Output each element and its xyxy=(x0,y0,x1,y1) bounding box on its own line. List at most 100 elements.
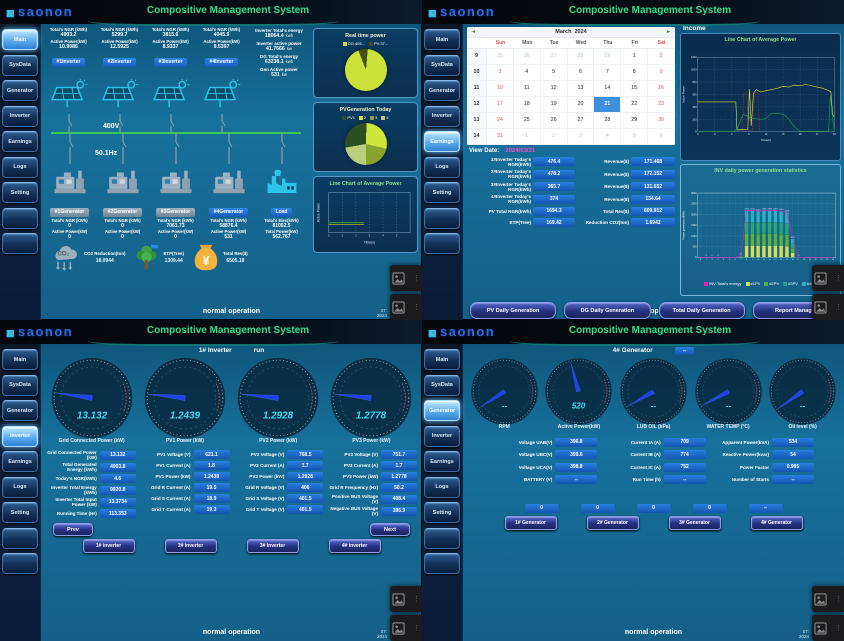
calendar-day[interactable]: 12 xyxy=(467,97,487,113)
more-options-icon[interactable]: ⋮ xyxy=(835,274,842,282)
sidebar-item[interactable] xyxy=(424,527,460,549)
calendar-day[interactable]: 2 xyxy=(540,129,568,145)
calendar-day[interactable]: 24 xyxy=(487,113,514,129)
load-button[interactable]: Load xyxy=(270,207,293,217)
calendar-day[interactable]: 10 xyxy=(487,81,514,97)
sidebar-item[interactable]: Inverter xyxy=(2,105,38,127)
sidebar-item[interactable]: Earnings xyxy=(424,451,460,472)
sidebar-item[interactable]: Logs xyxy=(2,476,38,498)
calendar-day[interactable]: 21 xyxy=(594,97,622,113)
inverter-button[interactable]: #3Inverter xyxy=(153,57,188,67)
thumbnail[interactable]: ⋮ xyxy=(390,586,422,612)
calendar-day[interactable]: 3 xyxy=(567,129,595,145)
sidebar-item[interactable]: SysData xyxy=(424,54,460,76)
sidebar-item[interactable]: Inverter xyxy=(424,425,460,447)
calendar-day[interactable]: 13 xyxy=(467,113,487,129)
calendar-day[interactable]: 29 xyxy=(621,113,649,129)
sidebar-item[interactable]: Main xyxy=(424,29,460,50)
calendar-day[interactable]: 28 xyxy=(567,49,595,65)
sidebar-item[interactable]: Setting xyxy=(424,182,460,203)
calendar-day[interactable]: 26 xyxy=(540,113,568,129)
sidebar-item[interactable]: SysData xyxy=(424,374,460,396)
more-options-icon[interactable]: ⋮ xyxy=(835,303,842,311)
generator-tab-button[interactable]: 3# Generator xyxy=(668,515,721,530)
sidebar-item[interactable]: Setting xyxy=(2,502,38,523)
calendar-day[interactable]: 10 xyxy=(467,65,487,81)
generator-button[interactable]: #2Generator xyxy=(102,207,143,217)
calendar-day[interactable]: 25 xyxy=(513,113,541,129)
more-options-icon[interactable]: ⋮ xyxy=(413,303,420,311)
generator-button[interactable]: #4Generator xyxy=(208,207,249,217)
calendar-day[interactable]: 11 xyxy=(513,81,541,97)
calendar-day[interactable]: 28 xyxy=(594,113,622,129)
calendar-day[interactable]: 5 xyxy=(621,129,649,145)
sidebar-item[interactable]: Logs xyxy=(424,156,460,178)
thumbnail[interactable]: ⋮ xyxy=(812,265,844,291)
sidebar-item[interactable]: Logs xyxy=(424,476,460,498)
generator-tab-button[interactable]: 2# Generator xyxy=(586,515,639,530)
calendar-day[interactable]: 23 xyxy=(648,97,675,113)
sidebar-item[interactable]: Earnings xyxy=(424,131,460,152)
sidebar-item[interactable]: Generator xyxy=(2,400,38,421)
calendar-day[interactable]: 6 xyxy=(567,65,595,81)
sidebar-item[interactable]: Generator xyxy=(424,80,460,101)
calendar-day[interactable]: 20 xyxy=(567,97,595,113)
calendar-day[interactable]: 13 xyxy=(567,81,595,97)
sidebar-item[interactable]: SysData xyxy=(2,54,38,76)
calendar-day[interactable]: 31 xyxy=(487,129,514,145)
more-options-icon[interactable]: ⋮ xyxy=(835,595,842,603)
calendar-day[interactable]: 9 xyxy=(648,65,675,81)
calendar-day[interactable]: 5 xyxy=(540,65,568,81)
sidebar-item[interactable]: Main xyxy=(2,29,38,50)
more-options-icon[interactable]: ⋮ xyxy=(413,595,420,603)
more-options-icon[interactable]: ⋮ xyxy=(413,274,420,282)
calendar-day[interactable]: 14 xyxy=(594,81,622,97)
sidebar-item[interactable]: Generator xyxy=(2,80,38,101)
calendar-day[interactable]: 7 xyxy=(594,65,622,81)
inverter-button[interactable]: #2Inverter xyxy=(102,57,137,67)
calendar-day[interactable]: 25 xyxy=(487,49,514,65)
calendar-day[interactable]: 15 xyxy=(621,81,649,97)
sidebar-item[interactable]: Setting xyxy=(424,502,460,523)
inverter-tab-button[interactable]: 3# Inverter xyxy=(246,539,299,553)
calendar-day[interactable]: 3 xyxy=(487,65,514,81)
calendar-day[interactable]: 4 xyxy=(594,129,622,145)
report-button[interactable]: DG Daily Generation xyxy=(564,302,651,319)
prev-button[interactable]: Prev xyxy=(53,523,93,536)
thumbnail[interactable]: ⋮ xyxy=(390,294,422,320)
calendar-day[interactable]: 1 xyxy=(621,49,649,65)
sidebar-item[interactable]: SysData xyxy=(2,374,38,396)
sidebar-item[interactable]: Logs xyxy=(2,156,38,178)
sidebar-item[interactable]: Generator xyxy=(424,400,460,421)
more-options-icon[interactable]: ⋮ xyxy=(835,624,842,632)
calendar-day[interactable]: 14 xyxy=(467,129,487,145)
thumbnail[interactable]: ⋮ xyxy=(812,615,844,641)
thumbnail[interactable]: ⋮ xyxy=(812,294,844,320)
next-button[interactable]: Next xyxy=(370,523,410,536)
sidebar-item[interactable] xyxy=(424,553,460,574)
inverter-tab-button[interactable]: 4# inverter xyxy=(328,539,381,553)
inverter-tab-button[interactable]: 1# inverter xyxy=(82,539,135,553)
sidebar-item[interactable]: Setting xyxy=(2,182,38,203)
calendar-day[interactable]: 30 xyxy=(648,113,675,129)
calendar-day[interactable]: 17 xyxy=(487,97,514,113)
inverter-button[interactable]: #4Inverter xyxy=(204,57,239,67)
calendar-day[interactable]: 12 xyxy=(540,81,568,97)
generator-button[interactable]: #1Generator xyxy=(49,207,90,217)
sidebar-item[interactable]: Earnings xyxy=(2,131,38,152)
calendar-day[interactable]: 4 xyxy=(513,65,541,81)
calendar-day[interactable]: 1 xyxy=(513,129,541,145)
sidebar-item[interactable]: Main xyxy=(2,349,38,370)
sidebar-item[interactable] xyxy=(2,553,38,574)
sidebar-item[interactable] xyxy=(2,527,38,549)
inverter-button[interactable]: #1Inverter xyxy=(51,57,86,67)
calendar-day[interactable]: 2 xyxy=(648,49,675,65)
calendar-day[interactable]: 9 xyxy=(467,49,487,65)
sidebar-item[interactable]: Earnings xyxy=(2,451,38,472)
calendar-day[interactable]: 22 xyxy=(621,97,649,113)
thumbnail[interactable]: ⋮ xyxy=(390,615,422,641)
calendar-day[interactable]: 6 xyxy=(648,129,675,145)
sidebar-item[interactable]: Inverter xyxy=(2,425,38,447)
sidebar-item[interactable] xyxy=(424,207,460,229)
report-button[interactable]: Total Daily Generation xyxy=(658,302,745,319)
